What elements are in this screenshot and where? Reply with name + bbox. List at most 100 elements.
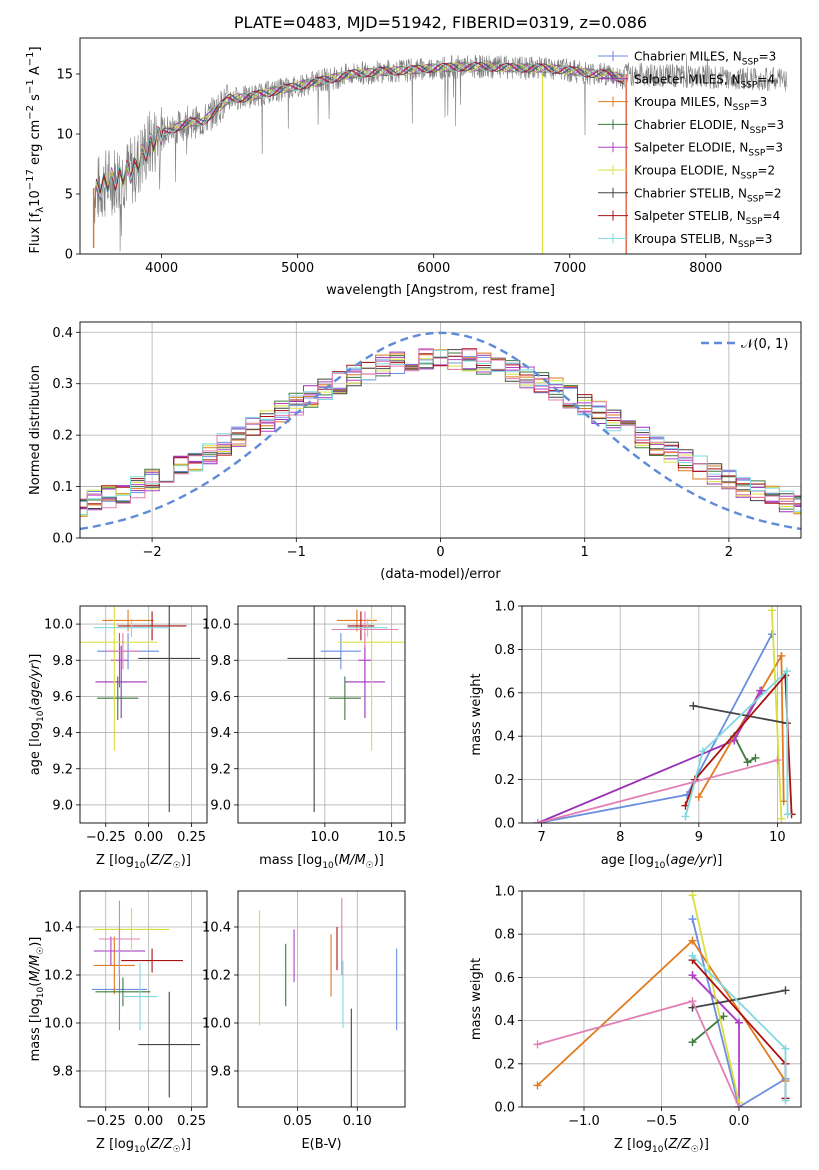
x-tick-label: 0.25 xyxy=(177,830,206,845)
y-tick-label: 9.8 xyxy=(210,654,231,669)
weight-series-line xyxy=(537,690,763,823)
x-tick-label: 1 xyxy=(581,545,589,560)
y-axis-label: Normed distribution xyxy=(28,365,43,495)
y-tick-label: 10.0 xyxy=(202,618,231,633)
legend-label: Kroupa STELIB, NSSP=3 xyxy=(634,232,772,250)
x-tick-label: 0.0 xyxy=(729,1114,750,1129)
weight-series-line xyxy=(684,669,789,817)
legend-label: Salpeter MILES, NSSP=4 xyxy=(634,72,775,90)
axes-frame xyxy=(237,890,406,1108)
legend-label: Chabrier STELIB, NSSP=2 xyxy=(634,186,782,204)
y-tick-label: 0.8 xyxy=(494,643,515,658)
y-axis-label: mass weight xyxy=(469,673,484,755)
errorbars xyxy=(287,606,405,813)
x-tick-label: −2 xyxy=(143,545,162,560)
y-tick-label: 9.4 xyxy=(210,726,231,741)
x-tick-label: −1 xyxy=(287,545,306,560)
model-spectrum-line xyxy=(95,62,625,193)
model-spectrum-line xyxy=(95,62,625,197)
y-tick-label: 0.1 xyxy=(52,480,73,495)
weight-lines xyxy=(533,891,790,1107)
y-tick-label: 0.6 xyxy=(494,971,515,986)
weight-series-line xyxy=(691,1015,725,1043)
weight-series-line xyxy=(693,704,788,725)
y-tick-label: 1.0 xyxy=(494,885,515,900)
chart-title: PLATE=0483, MJD=51942, FIBERID=0319, z=0… xyxy=(234,13,647,32)
y-tick-label: 9.6 xyxy=(210,690,231,705)
y-tick-label: 10.0 xyxy=(44,618,73,633)
histogram-series xyxy=(80,348,801,509)
weight-series-line xyxy=(692,989,786,1009)
y-tick-label: 10.4 xyxy=(202,921,231,936)
x-axis-label: E(B-V) xyxy=(301,1137,341,1152)
y-tick-label: 9.2 xyxy=(52,762,73,777)
x-tick-label: −0.25 xyxy=(86,1114,126,1129)
y-tick-label: 0.0 xyxy=(494,1101,515,1116)
weight-series-line xyxy=(771,610,783,819)
weight-lines xyxy=(533,606,796,823)
legend-label: Chabrier MILES, NSSP=3 xyxy=(634,50,776,68)
y-tick-label: 10.4 xyxy=(44,921,73,936)
x-tick-label: −0.5 xyxy=(646,1114,678,1129)
weight-series-line xyxy=(684,673,793,815)
legend-label: Chabrier ELODIE, NSSP=3 xyxy=(634,118,784,136)
model-spectrum-line xyxy=(95,62,625,193)
histograms xyxy=(80,331,801,531)
y-axis-label: Flux [fλ10−17 erg cm−2 s−1 A−1] xyxy=(25,46,46,253)
y-tick-label: 9.0 xyxy=(210,798,231,813)
weight-series-line xyxy=(537,1000,740,1107)
errorbars xyxy=(92,900,201,1098)
x-tick-label: 0.25 xyxy=(177,1114,206,1129)
y-tick-label: 0.0 xyxy=(494,817,515,832)
x-axis-label: Z [log10(Z/Z☉)] xyxy=(96,1137,191,1155)
y-tick-label: 10.2 xyxy=(44,969,73,984)
axes-frame xyxy=(79,37,802,255)
y-tick-label: 0.8 xyxy=(494,928,515,943)
observed-spectrum-line xyxy=(93,54,788,252)
histogram-series xyxy=(80,349,801,516)
axes-frame xyxy=(237,605,406,824)
axes-frame xyxy=(79,605,208,824)
x-axis-label: (data-model)/error xyxy=(380,567,501,582)
y-tick-label: 0.2 xyxy=(52,429,73,444)
x-tick-label: 10.5 xyxy=(377,830,406,845)
spectrum-lines xyxy=(92,54,788,254)
y-tick-label: 10.2 xyxy=(202,969,231,984)
x-axis-label: wavelength [Angstrom, rest frame] xyxy=(326,283,555,298)
weight-series-line xyxy=(691,918,786,1107)
y-tick-label: 15 xyxy=(56,68,73,83)
y-tick-label: 0.2 xyxy=(494,773,515,788)
y-tick-label: 0.4 xyxy=(494,730,515,745)
x-tick-label: 4000 xyxy=(145,261,178,276)
x-axis-label: Z [log10(Z/Z☉)] xyxy=(96,853,191,871)
axes-frame xyxy=(521,605,802,824)
x-tick-label: 0.00 xyxy=(134,830,163,845)
axes-frame xyxy=(521,890,802,1108)
x-tick-label: 5000 xyxy=(281,261,314,276)
x-tick-label: 0 xyxy=(436,545,444,560)
x-axis-label: Z [log10(Z/Z☉)] xyxy=(614,1137,709,1155)
x-tick-label: 0.00 xyxy=(134,1114,163,1129)
x-tick-label: 6000 xyxy=(417,261,450,276)
x-tick-label: 0.10 xyxy=(343,1114,372,1129)
errorbars xyxy=(80,606,201,813)
x-tick-label: 7000 xyxy=(553,261,586,276)
y-tick-label: 1.0 xyxy=(494,600,515,615)
legend-label: 𝒩(0, 1) xyxy=(741,337,788,352)
x-axis-label: age [log10(age/yr)] xyxy=(601,853,723,871)
y-tick-label: 10 xyxy=(56,128,73,143)
legend-label: Kroupa MILES, NSSP=3 xyxy=(634,95,767,113)
errorbars xyxy=(258,898,398,1107)
x-tick-label: 7 xyxy=(538,830,546,845)
y-tick-label: 9.2 xyxy=(210,762,231,777)
x-tick-label: 10.0 xyxy=(310,830,339,845)
x-tick-label: 8 xyxy=(616,830,624,845)
x-tick-label: 9 xyxy=(695,830,703,845)
y-tick-label: 0.6 xyxy=(494,686,515,701)
y-tick-label: 0.0 xyxy=(52,532,73,547)
y-tick-label: 9.4 xyxy=(52,726,73,741)
legend-label: Kroupa ELODIE, NSSP=2 xyxy=(634,164,775,182)
y-axis-label: mass weight xyxy=(469,958,484,1040)
y-axis-label: mass [log10(M/M☉)] xyxy=(28,937,46,1062)
weight-series-line xyxy=(537,759,778,823)
